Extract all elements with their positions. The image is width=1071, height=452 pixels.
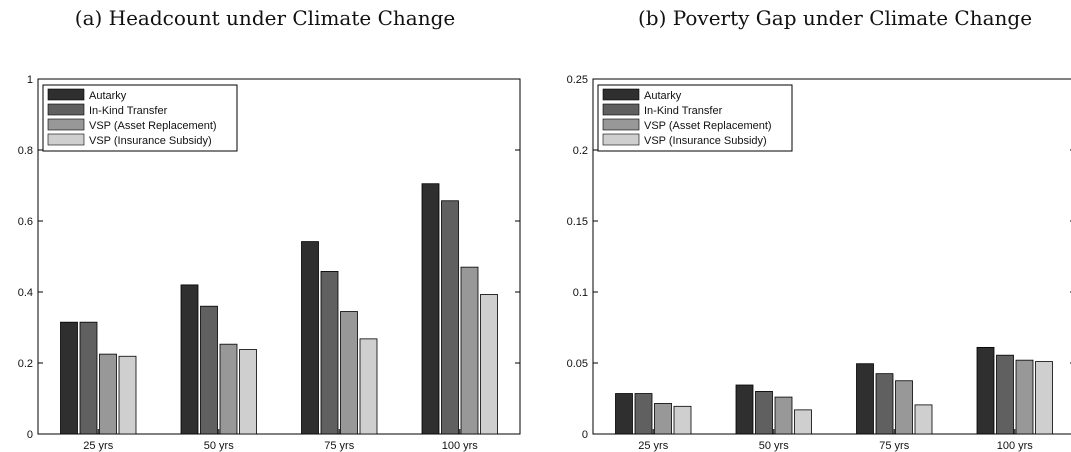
bar	[219, 343, 238, 435]
bar	[421, 183, 440, 435]
bar	[79, 321, 98, 435]
x-tick-label: 75 yrs	[324, 440, 354, 452]
x-tick-label: 50 yrs	[759, 440, 789, 452]
bar	[774, 396, 793, 435]
legend-label: VSP (Asset Replacement)	[89, 120, 217, 132]
bar	[480, 294, 498, 435]
plot-frame	[37, 78, 521, 435]
bar	[673, 405, 692, 435]
bar	[976, 346, 995, 435]
bar	[875, 373, 894, 435]
legend-swatch	[47, 88, 85, 101]
y-tick-label: 0.4	[18, 287, 33, 299]
legend-swatch	[602, 88, 640, 101]
bar	[118, 355, 137, 435]
legend-label: VSP (Asset Replacement)	[644, 120, 772, 132]
bar	[996, 354, 1014, 435]
x-tick-label: 100 yrs	[442, 440, 479, 452]
bar	[340, 311, 358, 435]
y-tick-label: 0.15	[567, 216, 588, 228]
bar	[735, 384, 754, 435]
y-tick-label: 0.1	[573, 287, 588, 299]
y-tick-label: 0.6	[18, 216, 33, 228]
bar	[239, 349, 257, 435]
chart-panel-headcount: (a) Headcount under Climate Change 0 0.2 0…	[0, 0, 521, 452]
legend-swatch	[602, 133, 640, 146]
legend-label: In-Kind Transfer	[644, 105, 723, 117]
y-tick-label: 1	[27, 74, 33, 86]
bar	[914, 404, 933, 435]
legend-label: In-Kind Transfer	[89, 105, 168, 117]
bar	[441, 200, 459, 435]
bar	[1015, 359, 1034, 435]
plot-frame	[592, 78, 1071, 435]
y-tick-label: 0.2	[573, 145, 588, 157]
bar	[755, 390, 773, 435]
x-tick-label: 25 yrs	[83, 440, 113, 452]
chart-title: (b) Poverty Gap under Climate Change	[637, 6, 1033, 30]
bar	[99, 353, 117, 435]
bar	[794, 409, 812, 435]
x-tick-label: 25 yrs	[638, 440, 668, 452]
y-tick-label: 0.8	[18, 145, 33, 157]
bar	[359, 338, 378, 435]
bar	[320, 271, 339, 435]
y-tick-label: 0.2	[18, 358, 33, 370]
bar	[460, 266, 479, 435]
y-tick-label: 0.05	[567, 358, 588, 370]
legend-label: VSP (Insurance Subsidy)	[89, 135, 212, 147]
chart-title: (a) Headcount under Climate Change	[74, 6, 456, 30]
chart-panel-poverty-gap: (b) Poverty Gap under Climate Change 0 0.…	[555, 0, 1071, 452]
bar	[1035, 361, 1053, 435]
bar	[60, 321, 78, 435]
x-tick-label: 50 yrs	[204, 440, 234, 452]
bar	[654, 403, 672, 435]
bar	[856, 363, 874, 435]
x-tick-label: 75 yrs	[879, 440, 909, 452]
x-tick-label: 100 yrs	[997, 440, 1034, 452]
y-tick-label: 0	[27, 429, 33, 441]
y-tick-label: 0	[582, 429, 588, 441]
legend-swatch	[47, 118, 85, 131]
legend-swatch	[602, 118, 640, 131]
bar	[615, 393, 633, 435]
y-tick-label: 0.25	[567, 74, 588, 86]
legend-label: VSP (Insurance Subsidy)	[644, 135, 767, 147]
bar	[895, 380, 913, 435]
legend-label: Autarky	[644, 90, 682, 102]
legend-label: Autarky	[89, 90, 127, 102]
legend-swatch	[602, 103, 640, 116]
bar-chart-poverty-gap: 0 0.05 0.1 0.15 0.2 0.25 25 yrs 50 yrs 75 yrs 100…	[567, 74, 1071, 452]
legend-swatch	[47, 133, 85, 146]
bar-chart-headcount: 0 0.2 0.4 0.6 0.8 1 25 yrs 50 yrs 75 yrs 100 yrs A…	[18, 74, 521, 452]
bar	[200, 305, 218, 435]
bar	[180, 284, 199, 435]
bar	[301, 241, 319, 435]
legend-swatch	[47, 103, 85, 116]
bar	[634, 393, 653, 435]
